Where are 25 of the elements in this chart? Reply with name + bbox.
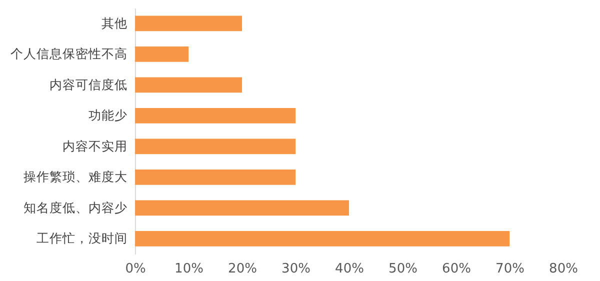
y-tick-label: 内容可信度低: [50, 76, 128, 92]
bar: [135, 46, 188, 62]
y-tick-label: 知名度低、内容少: [24, 200, 128, 215]
bar: [135, 108, 296, 124]
y-tick-label: 其他: [102, 15, 128, 30]
x-tick-label: 80%: [549, 262, 578, 276]
x-tick-label: 60%: [442, 262, 471, 276]
bar: [135, 169, 296, 185]
y-tick-label: 内容不实用: [62, 138, 128, 154]
bar: [135, 16, 242, 32]
bar: [135, 77, 242, 93]
x-tick-label: 70%: [496, 262, 524, 276]
bar: [135, 138, 296, 154]
x-tick-label: 40%: [335, 262, 364, 276]
y-tick-label: 个人信息保密性不高: [10, 46, 128, 62]
x-tick-label: 20%: [228, 262, 257, 276]
y-tick-label: 操作繁琐、难度大: [24, 169, 128, 184]
y-tick-label: 功能少: [88, 108, 128, 123]
y-tick-label: 工作忙，没时间: [36, 230, 128, 246]
x-tick-label: 0%: [125, 262, 146, 276]
bar: [135, 200, 349, 216]
x-tick-label: 30%: [282, 262, 310, 276]
x-tick-label: 10%: [174, 262, 204, 276]
x-tick-label: 50%: [388, 262, 418, 276]
bar: [135, 230, 510, 246]
